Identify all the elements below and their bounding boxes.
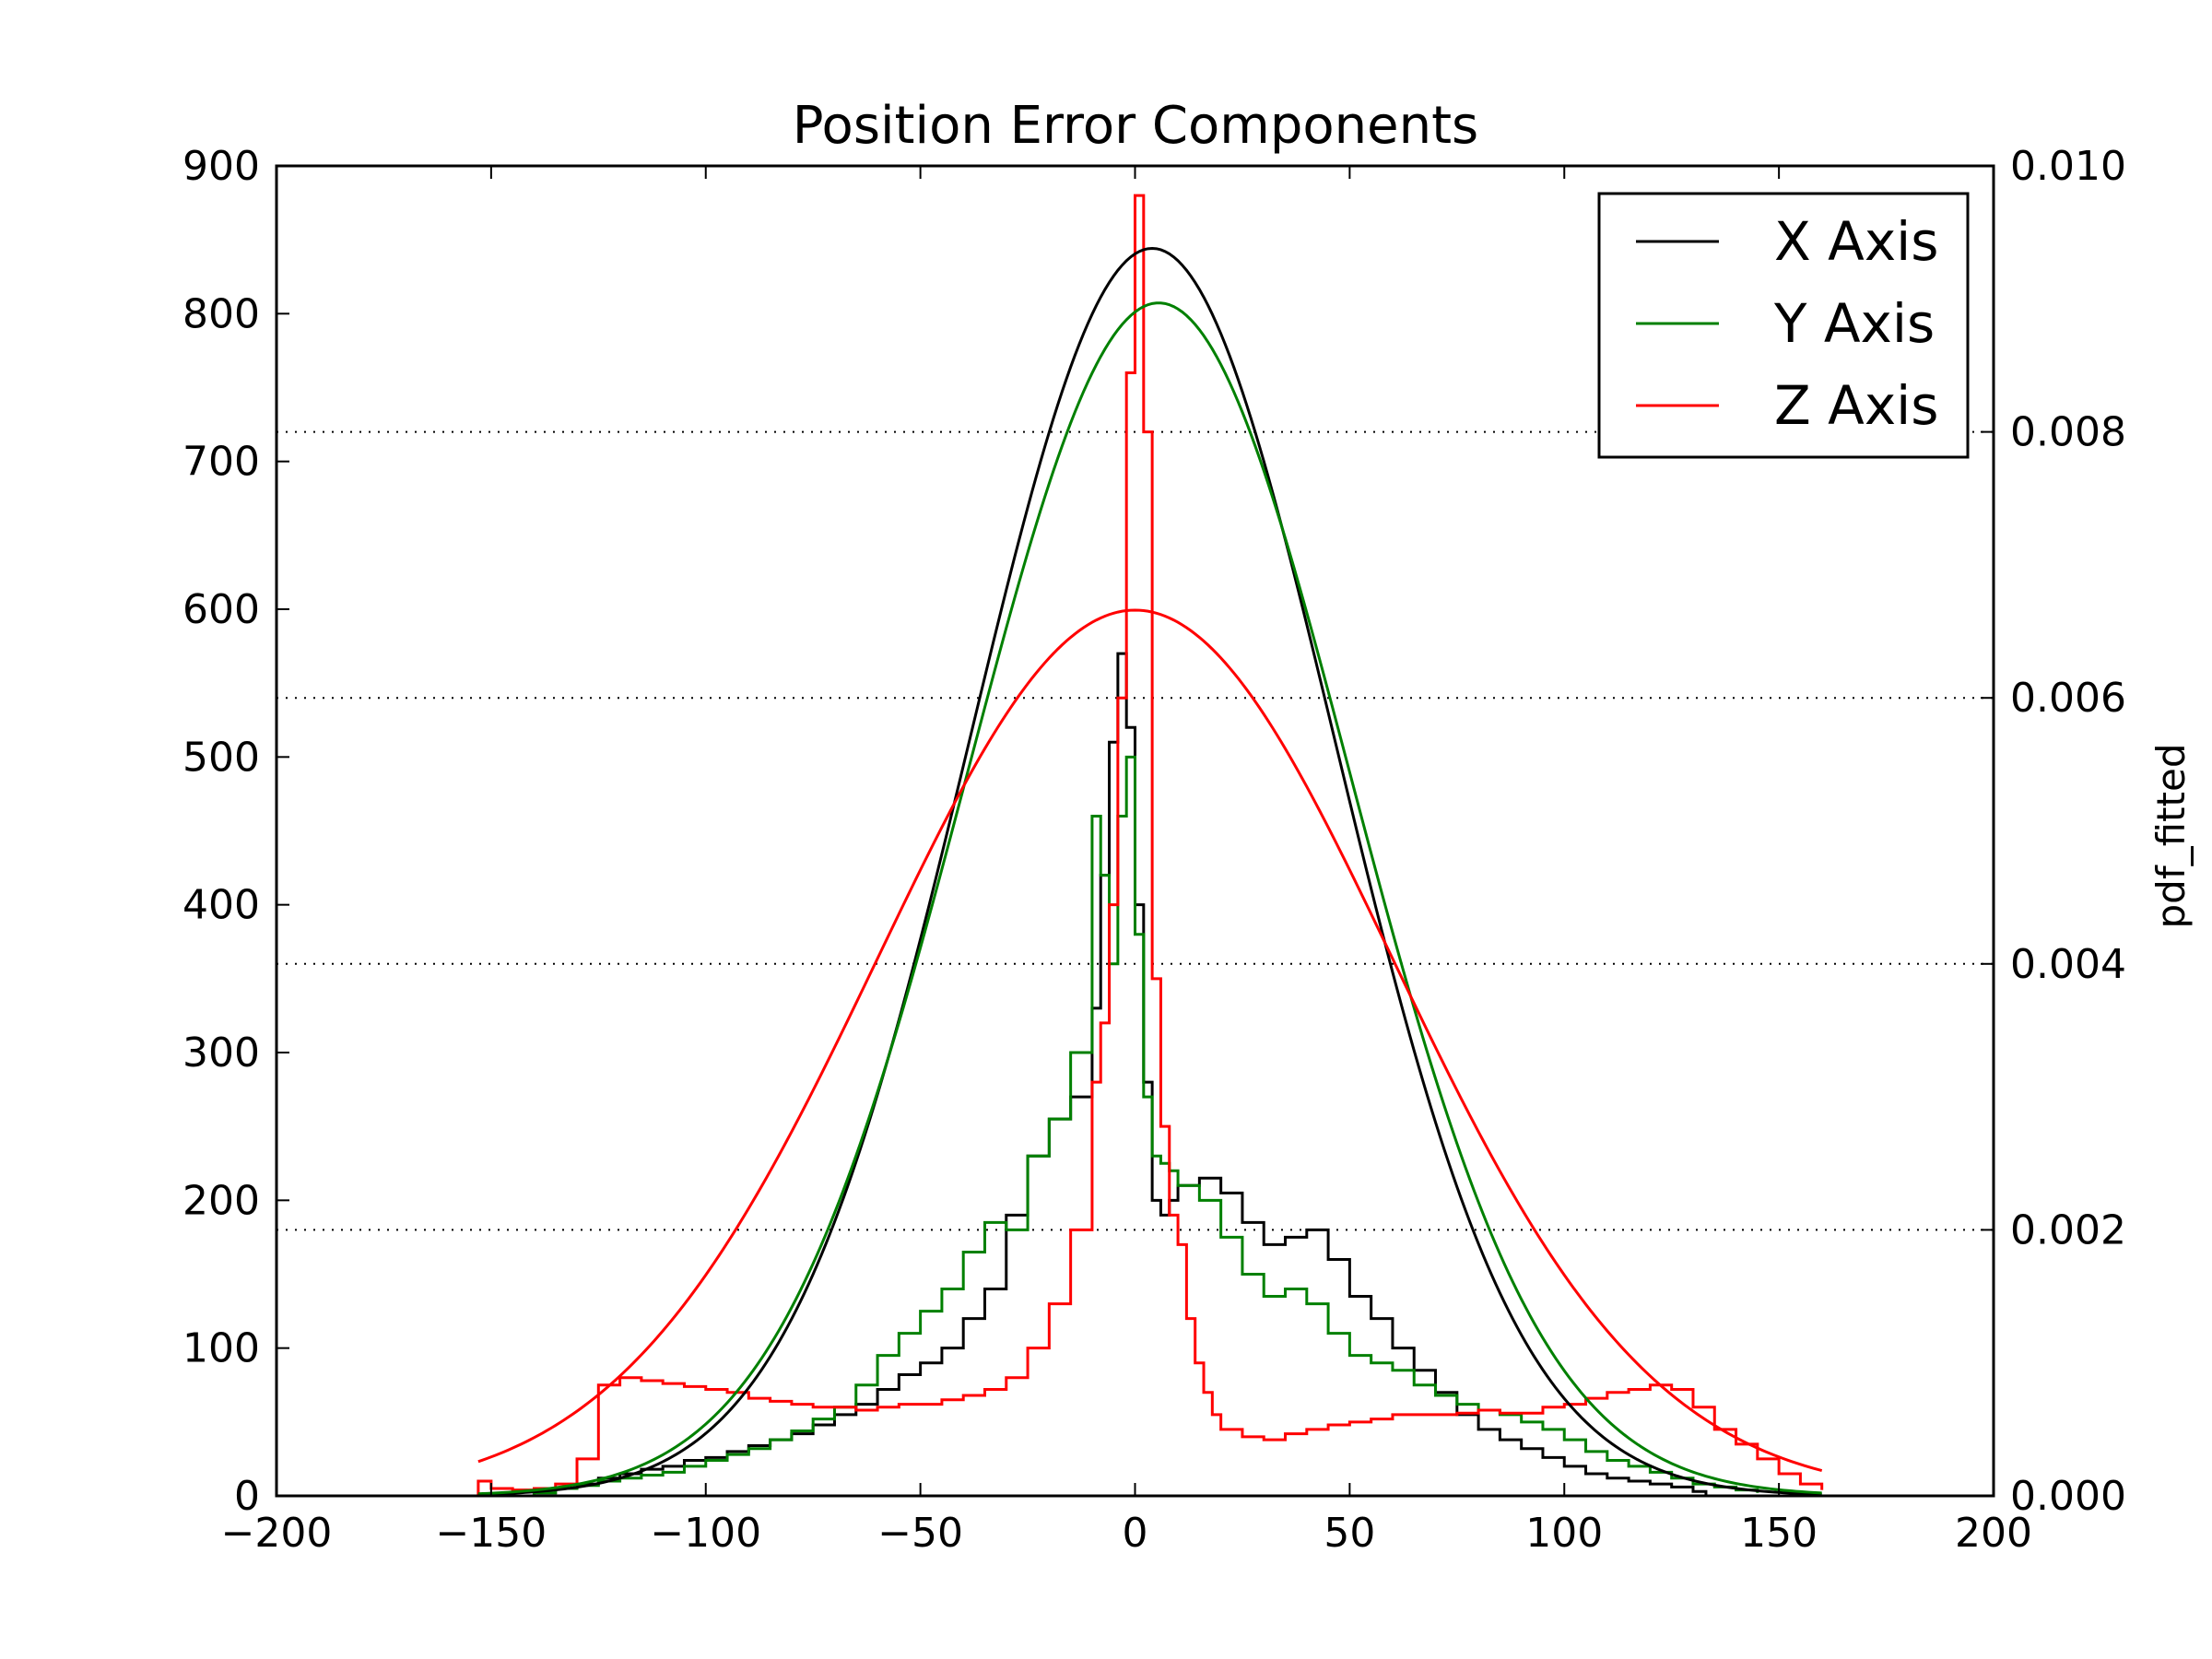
y2-tick-label: 0.008	[2010, 409, 2126, 456]
fitted-pdf-layer	[477, 246, 1823, 1497]
fitted-curve-y-axis	[477, 301, 1822, 1496]
y2-tick-label: 0.010	[2010, 143, 2126, 190]
y2-tick-label: 0.004	[2010, 941, 2126, 988]
x-tick-label: 150	[1740, 1510, 1818, 1557]
legend: X Axis Y Axis Z Axis	[1597, 192, 1970, 459]
histogram-z-axis	[477, 194, 1824, 1496]
grid	[276, 430, 1994, 1231]
legend-label: Z Axis	[1774, 374, 1939, 437]
legend-box	[1597, 192, 1970, 459]
y-tick-label: 700	[182, 439, 260, 486]
histogram-y-axis	[532, 755, 1759, 1496]
y-tick-label: 500	[182, 734, 260, 781]
x-tick-label: −100	[650, 1510, 761, 1557]
histogram-layer	[477, 194, 1824, 1496]
y-tick-label: 0	[234, 1473, 260, 1520]
x-tick-label: 50	[1324, 1510, 1375, 1557]
x-tick-label: −50	[877, 1510, 963, 1557]
y-tick-label: 800	[182, 290, 260, 337]
y-tick-label: 900	[182, 143, 260, 190]
y-tick-label: 100	[182, 1325, 260, 1372]
y-tick-label: 300	[182, 1030, 260, 1077]
y2-tick-label: 0.002	[2010, 1206, 2126, 1253]
x-tick-label: −200	[221, 1510, 333, 1557]
y-tick-label: 400	[182, 882, 260, 929]
y-tick-label: 600	[182, 586, 260, 633]
y-tick-label: 200	[182, 1177, 260, 1224]
right-axis-label: pdf_fitted	[2148, 744, 2194, 929]
x-tick-label: −150	[435, 1510, 547, 1557]
legend-label: Y Axis	[1773, 292, 1935, 355]
x-tick-label: 100	[1525, 1510, 1603, 1557]
legend-label: X Axis	[1774, 210, 1939, 273]
y2-tick-label: 0.006	[2010, 675, 2126, 722]
axis-ticks: −200 −150 −100 −50 0 50 100 150 200 0 100 200 300 400…	[182, 143, 2126, 1557]
y2-tick-label: 0.000	[2010, 1473, 2126, 1520]
x-tick-label: 0	[1123, 1510, 1148, 1557]
fitted-curve-z-axis	[477, 608, 1823, 1472]
fitted-curve-x-axis	[477, 246, 1822, 1497]
x-tick-label: 200	[1955, 1510, 2032, 1557]
chart-title: Position Error Components	[793, 96, 1478, 156]
